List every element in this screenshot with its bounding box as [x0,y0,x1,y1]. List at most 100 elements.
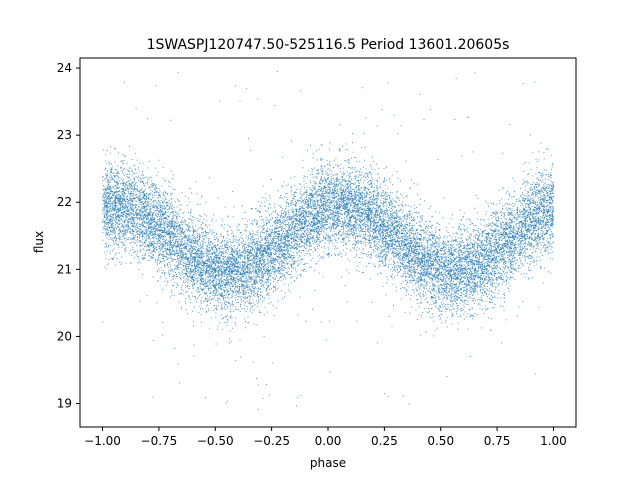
data-point [329,170,331,171]
data-point [336,178,338,180]
data-point [226,256,228,258]
data-point [204,242,206,244]
data-point [250,296,252,298]
data-point [140,189,142,191]
data-point [322,213,324,215]
data-point [504,263,506,264]
data-point [343,185,345,187]
data-point [544,247,546,249]
data-point [522,210,524,212]
data-point [263,232,265,234]
data-point [250,267,252,269]
data-point [370,255,372,257]
data-point [335,183,337,185]
data-point [437,252,439,254]
data-point [294,260,296,262]
data-point [113,243,115,245]
data-point [451,298,453,300]
data-point [459,316,461,318]
data-point [528,199,529,201]
data-point [136,196,138,198]
data-point [292,217,294,219]
data-point [452,283,454,285]
data-point [160,249,162,251]
data-point [519,234,521,236]
data-point [384,262,386,264]
data-point [267,292,269,294]
data-point [395,266,397,268]
data-point [306,202,308,203]
data-point [518,217,520,219]
data-point [108,203,110,205]
data-point [307,215,309,217]
data-point [257,384,259,386]
data-point [471,272,473,274]
data-point [491,229,493,231]
data-point [178,239,179,241]
data-point [155,213,157,215]
data-point [454,284,455,285]
data-point [360,198,362,200]
data-point [167,234,168,236]
data-point [304,202,306,204]
data-point [551,203,553,205]
data-point [322,203,324,205]
data-point [369,234,371,236]
data-point [300,214,302,216]
data-point [490,242,492,244]
data-point [282,297,284,299]
data-point [266,247,268,249]
data-point [222,318,224,319]
data-point [315,191,317,193]
data-point [527,190,529,192]
data-point [311,194,313,196]
data-point [419,242,421,244]
data-point [451,285,453,287]
data-point [424,299,426,300]
data-point [133,214,135,216]
data-point [493,249,495,251]
data-point [464,246,466,248]
data-point [543,201,544,203]
data-point [518,233,520,235]
data-point [279,276,281,278]
data-point [131,171,133,173]
data-point [220,260,221,262]
data-point [376,210,377,212]
data-point [485,259,486,261]
data-point [142,219,144,221]
data-point [126,239,128,241]
data-point [146,194,148,196]
data-point [227,234,229,236]
data-point [491,226,493,228]
data-point [338,219,340,221]
data-point [509,242,511,244]
data-point [501,212,503,214]
data-point [360,179,362,181]
data-point [373,215,375,216]
data-point [205,287,207,289]
data-point [492,261,494,263]
data-point [486,268,488,270]
data-point [496,243,497,245]
data-point [206,292,207,294]
data-point [280,207,282,208]
data-point [376,226,378,228]
data-point [548,218,550,220]
data-point [211,281,213,283]
data-point [211,246,213,248]
data-point [128,215,130,217]
data-point [135,196,137,198]
data-point [545,222,546,223]
data-point [258,297,260,299]
data-point [392,219,394,221]
data-point [356,192,358,193]
data-point [111,227,113,229]
data-point [174,236,176,237]
data-point [393,232,395,234]
data-point [547,220,549,222]
data-point [108,198,110,200]
data-point [279,244,281,245]
data-point [449,245,451,247]
data-point [423,250,425,252]
